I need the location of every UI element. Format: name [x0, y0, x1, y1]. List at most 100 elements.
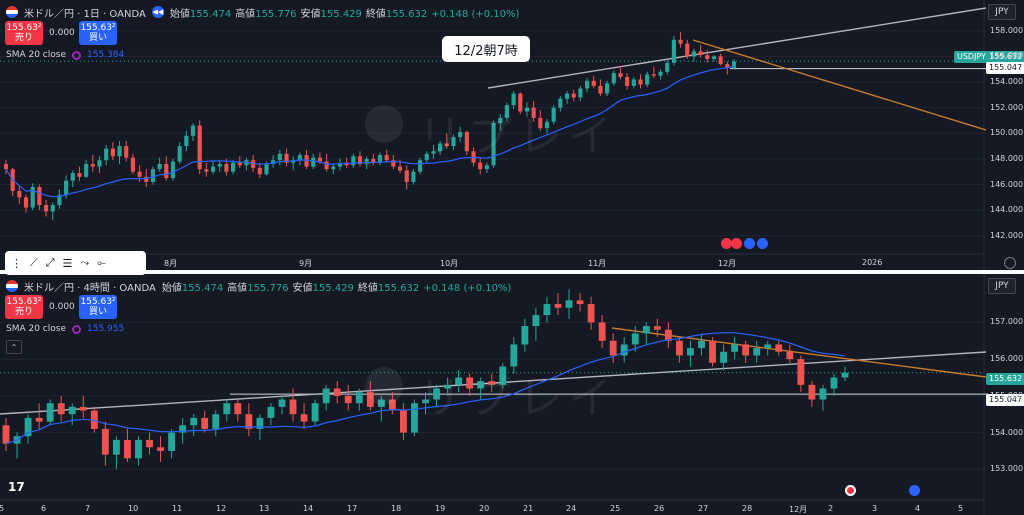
- candle[interactable]: [322, 384, 330, 411]
- candle[interactable]: [564, 91, 570, 104]
- candle[interactable]: [444, 133, 449, 149]
- time-annotation[interactable]: 12/2朝7時: [442, 36, 530, 62]
- candle[interactable]: [70, 170, 75, 188]
- candle[interactable]: [124, 428, 131, 462]
- candle[interactable]: [357, 151, 363, 167]
- candle[interactable]: [764, 340, 772, 356]
- candle[interactable]: [477, 377, 485, 400]
- candle[interactable]: [90, 155, 95, 172]
- uptrend-line[interactable]: [487, 7, 987, 89]
- candle[interactable]: [223, 399, 231, 422]
- candle[interactable]: [433, 384, 440, 407]
- candle[interactable]: [157, 436, 164, 462]
- candle[interactable]: [146, 432, 153, 455]
- candle[interactable]: [23, 194, 29, 213]
- candle[interactable]: [212, 410, 220, 437]
- candle[interactable]: [678, 32, 683, 48]
- candle[interactable]: [775, 340, 783, 356]
- candle[interactable]: [521, 318, 529, 352]
- candle[interactable]: [584, 78, 590, 93]
- candle[interactable]: [84, 160, 89, 179]
- event-marker[interactable]: [721, 238, 732, 249]
- candle[interactable]: [3, 160, 9, 175]
- candle[interactable]: [605, 80, 610, 97]
- candle[interactable]: [645, 71, 650, 88]
- symbol-title[interactable]: 米ドル／円 · 4時間 · OANDA: [24, 282, 156, 294]
- drawing-toolbar[interactable]: ⋮ ⟋ ⤢ ☰ ⤳ ⟜: [5, 251, 146, 275]
- candle[interactable]: [510, 337, 518, 374]
- candle[interactable]: [418, 157, 423, 175]
- candle[interactable]: [524, 102, 530, 117]
- candle[interactable]: [177, 142, 182, 165]
- candle[interactable]: [204, 162, 209, 177]
- sma-line[interactable]: [5, 332, 846, 445]
- candle[interactable]: [271, 155, 276, 168]
- parallel-channel-icon[interactable]: ☰: [62, 256, 73, 270]
- candle[interactable]: [404, 165, 409, 190]
- candle[interactable]: [731, 337, 739, 360]
- candle[interactable]: [2, 417, 10, 451]
- candle[interactable]: [587, 296, 595, 330]
- sma-legend[interactable]: SMA 20 close 155.384: [6, 50, 124, 60]
- candle[interactable]: [50, 202, 55, 221]
- candle[interactable]: [620, 337, 628, 363]
- candle[interactable]: [664, 322, 672, 349]
- candle[interactable]: [491, 120, 496, 168]
- candle[interactable]: [331, 164, 336, 175]
- candle[interactable]: [551, 105, 556, 125]
- candle[interactable]: [377, 152, 383, 166]
- candle[interactable]: [499, 362, 507, 389]
- ray-tool-icon[interactable]: ⤢: [45, 256, 55, 269]
- candle[interactable]: [284, 148, 289, 167]
- candle[interactable]: [444, 377, 452, 396]
- candle[interactable]: [297, 152, 302, 166]
- candle[interactable]: [411, 169, 416, 185]
- candle[interactable]: [257, 162, 262, 179]
- h4-chart-pane[interactable]: リプレイ 米ドル／円 · 4時間 · OANDA 始値155.474 高値155.…: [0, 274, 1024, 515]
- currency-selector[interactable]: JPY: [988, 278, 1016, 294]
- candle[interactable]: [671, 35, 676, 66]
- candle[interactable]: [544, 119, 550, 134]
- candle[interactable]: [611, 70, 616, 86]
- candle[interactable]: [124, 140, 129, 162]
- candle[interactable]: [543, 296, 551, 323]
- candle[interactable]: [190, 123, 196, 141]
- candle[interactable]: [117, 140, 122, 165]
- candle[interactable]: [231, 160, 236, 175]
- candle[interactable]: [217, 160, 222, 172]
- candle[interactable]: [609, 333, 617, 363]
- candle[interactable]: [466, 373, 474, 396]
- candle[interactable]: [366, 381, 374, 411]
- drag-handle-icon[interactable]: ⋮: [11, 256, 22, 270]
- trendline-tool-icon[interactable]: ⟋: [30, 256, 38, 269]
- candle[interactable]: [344, 384, 352, 411]
- candle[interactable]: [184, 130, 189, 152]
- candle[interactable]: [711, 55, 717, 62]
- candle[interactable]: [841, 366, 849, 382]
- candle[interactable]: [698, 44, 703, 58]
- candle[interactable]: [578, 85, 583, 102]
- candle[interactable]: [79, 395, 87, 418]
- candle[interactable]: [532, 307, 540, 341]
- candle[interactable]: [554, 293, 562, 316]
- candle[interactable]: [720, 344, 727, 371]
- candle[interactable]: [658, 69, 663, 80]
- candle[interactable]: [797, 355, 805, 393]
- candle[interactable]: [388, 392, 396, 415]
- candle[interactable]: [245, 403, 253, 437]
- candle[interactable]: [57, 395, 65, 422]
- collapse-legend-button[interactable]: ⌃: [6, 340, 22, 354]
- currency-selector[interactable]: JPY: [988, 4, 1016, 20]
- candle[interactable]: [471, 147, 476, 167]
- event-marker[interactable]: [909, 485, 920, 496]
- candle[interactable]: [411, 399, 418, 437]
- candle[interactable]: [311, 153, 316, 170]
- candle[interactable]: [311, 399, 319, 426]
- candle[interactable]: [190, 414, 198, 437]
- settings-icon[interactable]: [72, 50, 81, 60]
- candle[interactable]: [565, 289, 573, 319]
- candle[interactable]: [638, 74, 643, 89]
- candle[interactable]: [484, 162, 489, 173]
- candle[interactable]: [13, 432, 21, 459]
- candle[interactable]: [422, 392, 429, 415]
